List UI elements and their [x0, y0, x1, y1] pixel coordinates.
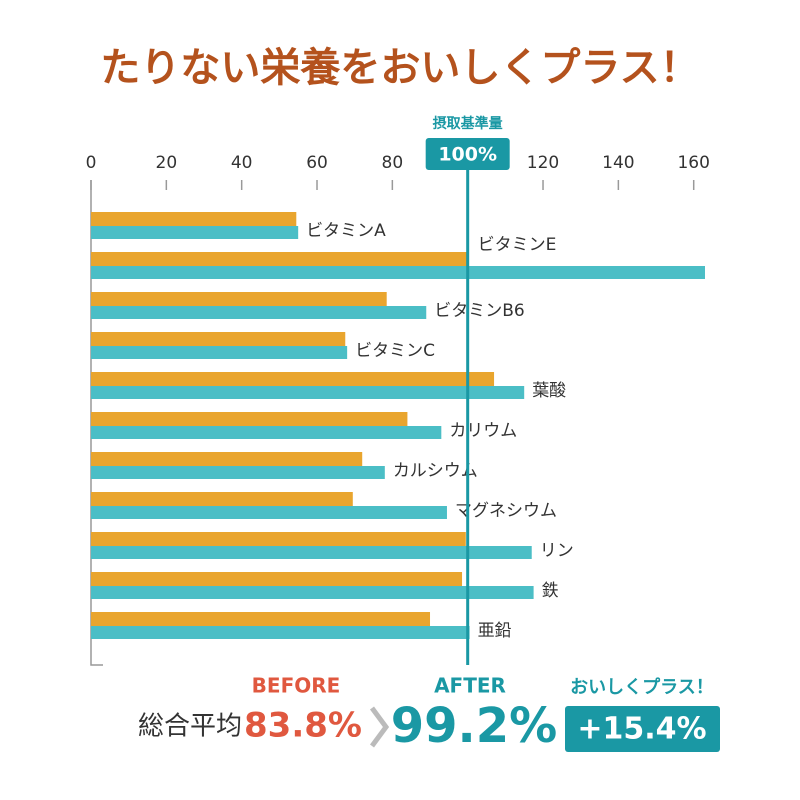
bar: [91, 306, 427, 319]
bar: [91, 252, 468, 266]
bar: [91, 266, 705, 279]
x-tick-label: 80: [382, 153, 404, 173]
bar: [91, 332, 346, 346]
bar: [91, 212, 297, 226]
summary-label: 総合平均: [138, 712, 242, 742]
plus-value: +15.4%: [577, 712, 706, 747]
bar: [91, 532, 466, 546]
bar: [91, 546, 532, 559]
category-label: ビタミンE: [478, 235, 557, 255]
bar: [91, 226, 299, 239]
reference-title: 摂取基準量: [433, 115, 503, 132]
chart-title: たりない栄養をおいしくプラス！: [100, 45, 699, 91]
bar: [91, 292, 387, 306]
category-label: ビタミンA: [306, 221, 386, 241]
bar: [91, 412, 408, 426]
x-tick-label: 0: [86, 153, 97, 173]
bar: [91, 506, 447, 519]
category-label: カルシウム: [393, 461, 478, 481]
category-label: 亜鉛: [478, 621, 512, 641]
after-label: AFTER: [434, 674, 506, 698]
chevron: [369, 706, 390, 748]
bar: [91, 492, 353, 506]
bar: [91, 426, 442, 439]
plus-title: おいしくプラス！: [570, 676, 714, 698]
bar: [91, 372, 495, 386]
category-label: リン: [540, 541, 574, 561]
category-label: 鉄: [542, 581, 559, 601]
after-average: 99.2%: [391, 698, 558, 754]
reference-box: [425, 138, 510, 170]
x-tick-label: 20: [156, 153, 178, 173]
before-label: BEFORE: [252, 674, 341, 698]
category-label: ビタミンB6: [434, 301, 524, 321]
bar: [91, 626, 470, 639]
category-label: ビタミンC: [355, 341, 435, 361]
x-tick-label: 60: [306, 153, 328, 173]
bar: [91, 452, 363, 466]
bar: [91, 386, 525, 399]
before-average: 83.8%: [244, 706, 362, 746]
category-label: 葉酸: [532, 381, 566, 401]
bar: [91, 466, 385, 479]
x-tick-label: 40: [231, 153, 253, 173]
x-tick-label: 140: [602, 153, 634, 173]
bar: [91, 346, 348, 359]
bar: [91, 586, 534, 599]
bar: [91, 612, 431, 626]
x-tick-label: 160: [677, 153, 709, 173]
category-label: カリウム: [449, 421, 517, 441]
bar: [91, 572, 463, 586]
category-label: マグネシウム: [455, 501, 557, 521]
reference-label: 100%: [438, 144, 497, 166]
x-tick-label: 120: [527, 153, 559, 173]
plus-box: [565, 706, 720, 752]
